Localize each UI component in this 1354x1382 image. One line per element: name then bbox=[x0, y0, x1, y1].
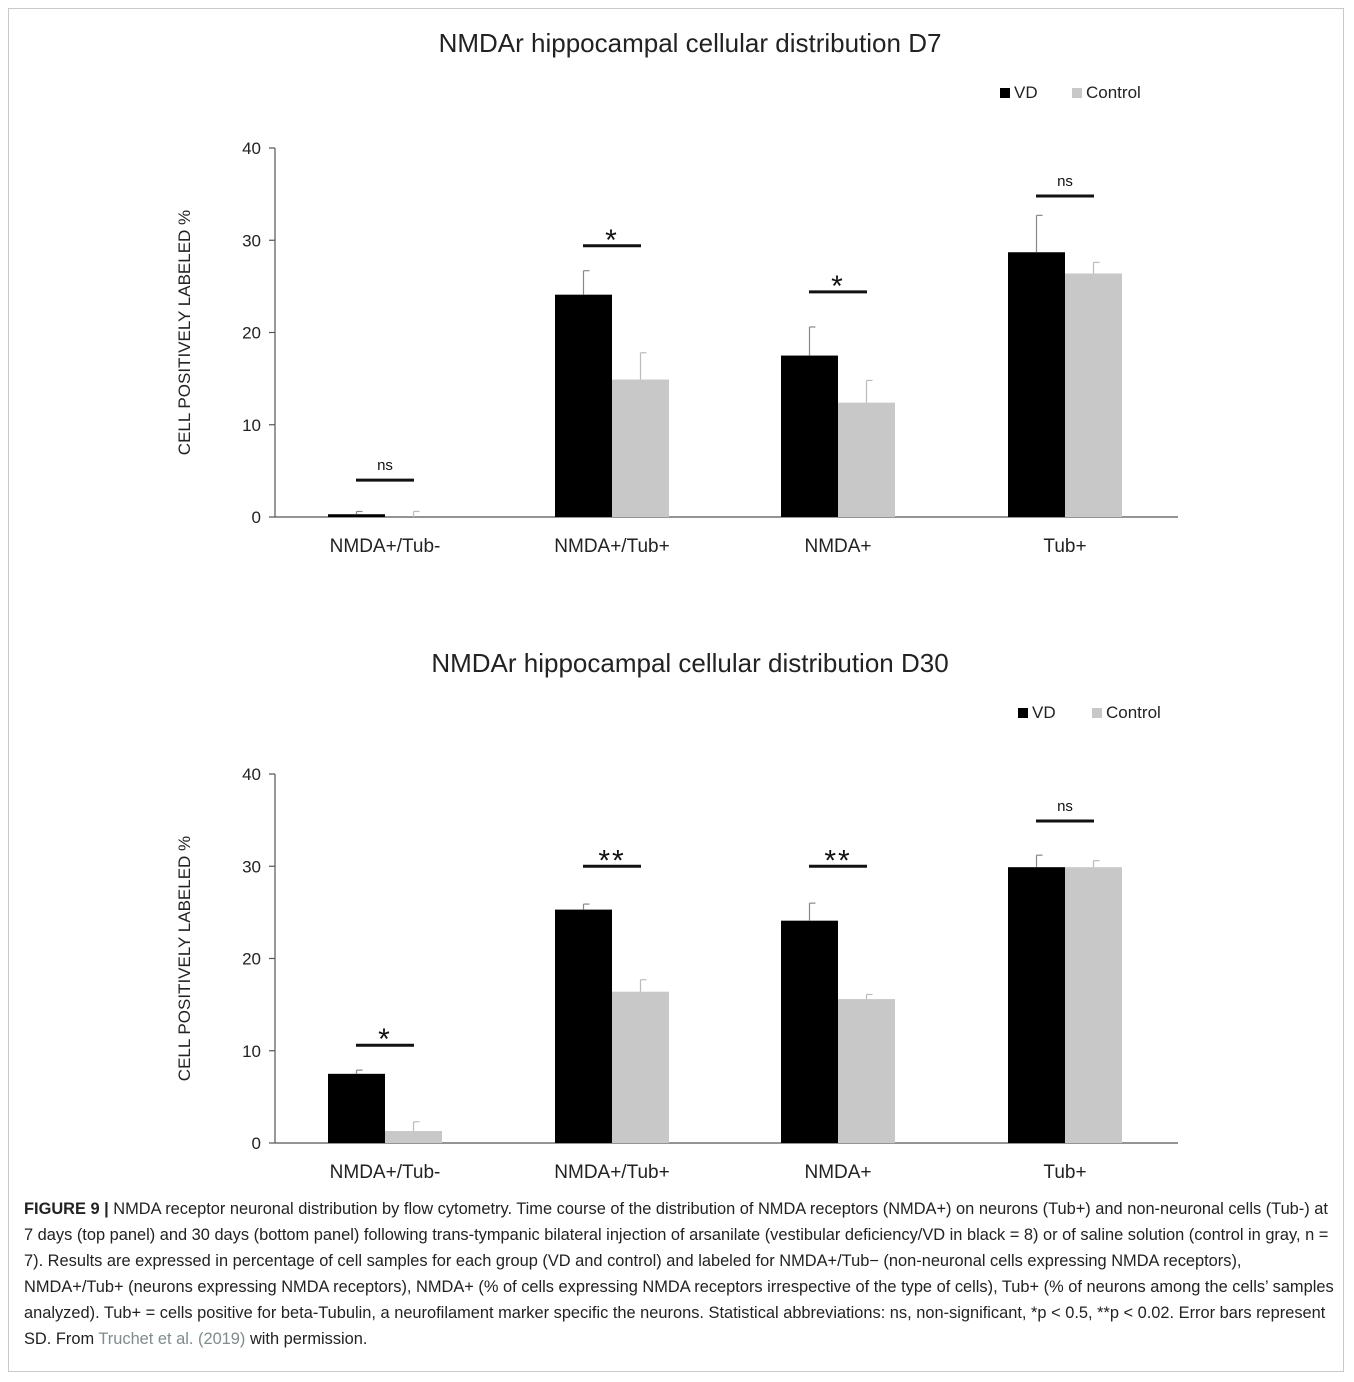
category-label: NMDA+/Tub+ bbox=[554, 536, 669, 557]
chart-d7: NMDAr hippocampal cellular distribution … bbox=[175, 28, 1178, 557]
bar-vd bbox=[781, 920, 838, 1143]
figure-frame bbox=[8, 8, 1344, 1372]
significance-label: ** bbox=[598, 844, 625, 877]
bar-vd bbox=[555, 294, 612, 517]
bar-vd bbox=[1008, 867, 1065, 1143]
bar-control bbox=[838, 402, 895, 517]
legend-swatch-vd bbox=[1000, 88, 1010, 98]
citation-link[interactable]: Truchet et al. (2019) bbox=[98, 1330, 246, 1348]
bar-control bbox=[1065, 867, 1122, 1143]
y-tick-label: 10 bbox=[242, 416, 261, 435]
significance-label: * bbox=[378, 1023, 392, 1056]
category-label: Tub+ bbox=[1043, 1162, 1086, 1183]
significance-label: ns bbox=[1057, 173, 1073, 190]
bar-vd bbox=[781, 355, 838, 517]
significance-label: * bbox=[605, 224, 619, 257]
legend-label-vd: VD bbox=[1032, 703, 1056, 722]
bar-vd bbox=[328, 1073, 385, 1143]
bar-control bbox=[838, 999, 895, 1143]
y-tick-label: 40 bbox=[242, 765, 261, 784]
y-tick-label: 40 bbox=[242, 139, 261, 158]
legend-label-control: Control bbox=[1106, 703, 1161, 722]
y-tick-label: 0 bbox=[252, 1134, 261, 1153]
caption-text: NMDA receptor neuronal distribution by f… bbox=[24, 1200, 1334, 1348]
category-label: NMDA+ bbox=[804, 1162, 871, 1183]
chart-title: NMDAr hippocampal cellular distribution … bbox=[439, 28, 942, 58]
category-label: Tub+ bbox=[1043, 536, 1086, 557]
legend-label-vd: VD bbox=[1014, 83, 1038, 102]
legend-label-control: Control bbox=[1086, 83, 1141, 102]
category-label: NMDA+/Tub+ bbox=[554, 1162, 669, 1183]
category-label: NMDA+/Tub- bbox=[330, 1162, 441, 1183]
category-label: NMDA+/Tub- bbox=[330, 536, 441, 557]
figure-label: FIGURE 9 | bbox=[24, 1200, 109, 1218]
bar-control bbox=[385, 1131, 442, 1143]
legend-swatch-vd bbox=[1018, 708, 1028, 718]
bar-vd bbox=[1008, 252, 1065, 517]
y-tick-label: 20 bbox=[242, 950, 261, 969]
y-axis-label: CELL POSITIVELY LABELED % bbox=[175, 210, 194, 455]
caption-suffix: with permission. bbox=[249, 1330, 368, 1348]
y-tick-label: 30 bbox=[242, 231, 261, 250]
bar-control bbox=[612, 379, 669, 517]
legend-swatch-control bbox=[1092, 708, 1102, 718]
significance-label: ns bbox=[1057, 798, 1073, 815]
category-label: NMDA+ bbox=[804, 536, 871, 557]
y-axis-label: CELL POSITIVELY LABELED % bbox=[175, 836, 194, 1081]
significance-label: * bbox=[831, 270, 845, 303]
y-tick-label: 20 bbox=[242, 324, 261, 343]
bar-control bbox=[612, 991, 669, 1143]
bar-vd bbox=[555, 909, 612, 1143]
chart-title: NMDAr hippocampal cellular distribution … bbox=[431, 648, 948, 678]
chart-d30: NMDAr hippocampal cellular distribution … bbox=[175, 648, 1178, 1183]
significance-label: ** bbox=[824, 844, 851, 877]
figure-caption: FIGURE 9 | NMDA receptor neuronal distri… bbox=[24, 1196, 1334, 1352]
bar-vd bbox=[328, 514, 385, 517]
legend-swatch-control bbox=[1072, 88, 1082, 98]
y-tick-label: 10 bbox=[242, 1042, 261, 1061]
significance-label: ns bbox=[377, 457, 393, 474]
y-tick-label: 0 bbox=[252, 508, 261, 527]
y-tick-label: 30 bbox=[242, 857, 261, 876]
bar-control bbox=[1065, 273, 1122, 517]
